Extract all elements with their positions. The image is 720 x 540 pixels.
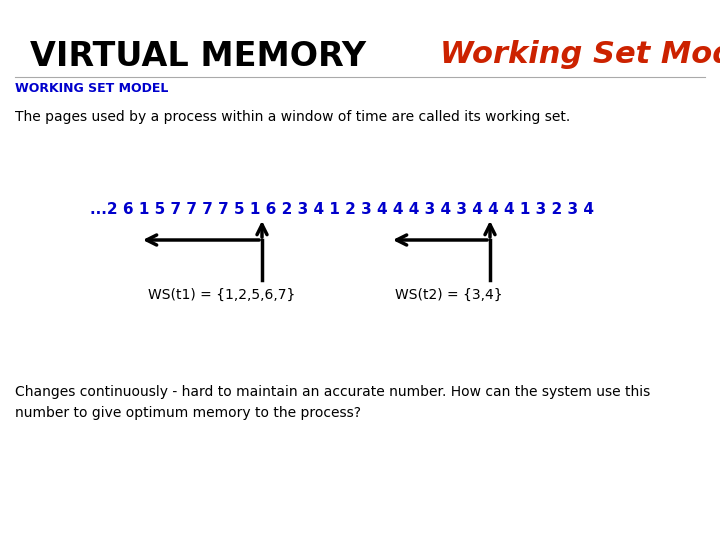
Text: The pages used by a process within a window of time are called its working set.: The pages used by a process within a win… bbox=[15, 110, 570, 124]
Text: WS(t1) = {1,2,5,6,7}: WS(t1) = {1,2,5,6,7} bbox=[148, 288, 295, 302]
Text: VIRTUAL MEMORY: VIRTUAL MEMORY bbox=[30, 40, 366, 73]
Text: ...2 6 1 5 7 7 7 7 5 1 6 2 3 4 1 2 3 4 4 4 3 4 3 4 4 4 1 3 2 3 4: ...2 6 1 5 7 7 7 7 5 1 6 2 3 4 1 2 3 4 4… bbox=[90, 202, 594, 218]
Text: Working Set Model: Working Set Model bbox=[440, 40, 720, 69]
Text: WS(t2) = {3,4}: WS(t2) = {3,4} bbox=[395, 288, 503, 302]
Text: WORKING SET MODEL: WORKING SET MODEL bbox=[15, 82, 168, 95]
Text: Changes continuously - hard to maintain an accurate number. How can the system u: Changes continuously - hard to maintain … bbox=[15, 385, 650, 420]
